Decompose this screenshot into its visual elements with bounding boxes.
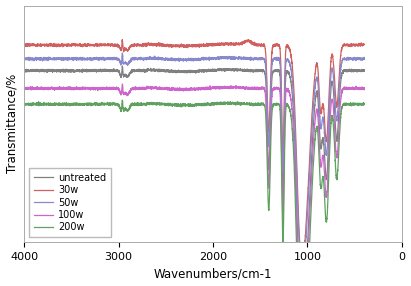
30w (120, 38, 125, 41)
Legend: untreated, 30w, 50w, 100w, 200w: untreated, 30w, 50w, 100w, 200w (29, 168, 111, 237)
50w (269, 76, 274, 80)
untreated (183, 70, 188, 74)
X-axis label: Wavenumbers/cm-1: Wavenumbers/cm-1 (154, 267, 272, 281)
100w (167, 88, 172, 92)
Line: 50w: 50w (24, 53, 364, 281)
100w (362, 86, 367, 90)
200w (269, 126, 274, 129)
100w (269, 109, 274, 112)
30w (351, 43, 356, 47)
100w (120, 82, 125, 86)
100w (351, 86, 356, 90)
untreated (164, 69, 169, 72)
30w (362, 43, 367, 46)
30w (299, 265, 304, 268)
untreated (335, 140, 339, 143)
100w (164, 88, 169, 91)
200w (183, 103, 188, 107)
30w (167, 44, 172, 47)
100w (183, 88, 188, 91)
untreated (22, 68, 27, 71)
Line: 30w: 30w (24, 40, 364, 266)
200w (362, 102, 367, 105)
50w (22, 56, 27, 59)
50w (167, 57, 172, 61)
200w (22, 102, 27, 106)
200w (167, 102, 172, 106)
Line: untreated: untreated (24, 66, 364, 286)
30w (269, 62, 274, 66)
untreated (351, 68, 356, 72)
200w (164, 102, 169, 105)
Line: 100w: 100w (24, 84, 364, 286)
untreated (362, 69, 367, 73)
100w (335, 156, 339, 160)
untreated (120, 64, 125, 68)
untreated (269, 91, 274, 94)
100w (22, 87, 27, 90)
200w (335, 178, 339, 181)
50w (351, 57, 356, 60)
50w (183, 58, 188, 61)
200w (120, 98, 125, 102)
50w (362, 57, 367, 61)
30w (335, 102, 339, 106)
Y-axis label: Transmittance/%: Transmittance/% (6, 74, 18, 174)
Line: 200w: 200w (24, 100, 364, 286)
50w (120, 51, 125, 55)
30w (22, 42, 27, 46)
50w (335, 118, 339, 121)
50w (164, 58, 169, 61)
30w (183, 44, 188, 47)
untreated (167, 69, 172, 73)
200w (351, 102, 356, 106)
50w (300, 279, 305, 282)
30w (164, 43, 169, 47)
